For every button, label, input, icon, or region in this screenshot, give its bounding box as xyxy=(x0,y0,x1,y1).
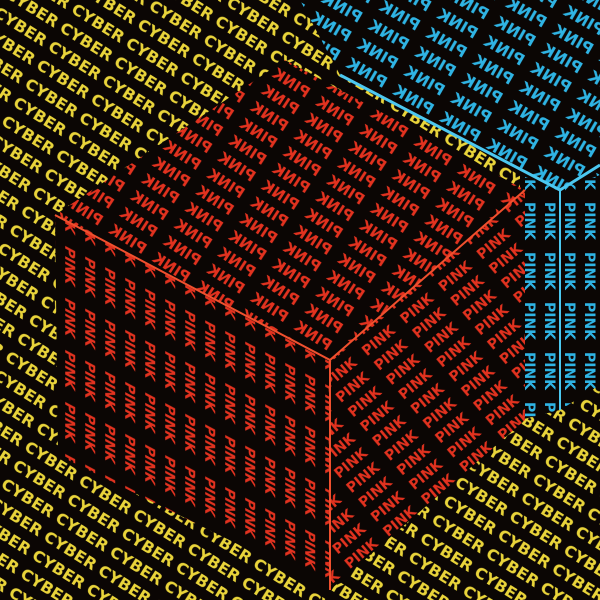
back-cube-right-face xyxy=(560,175,600,410)
cube-edges xyxy=(54,189,526,590)
cube-top-face xyxy=(55,60,525,360)
cube-right-face xyxy=(330,190,525,590)
cube-left-face xyxy=(55,215,330,590)
back-cube-left-face xyxy=(520,175,560,420)
back-cube-top-face xyxy=(300,0,600,190)
